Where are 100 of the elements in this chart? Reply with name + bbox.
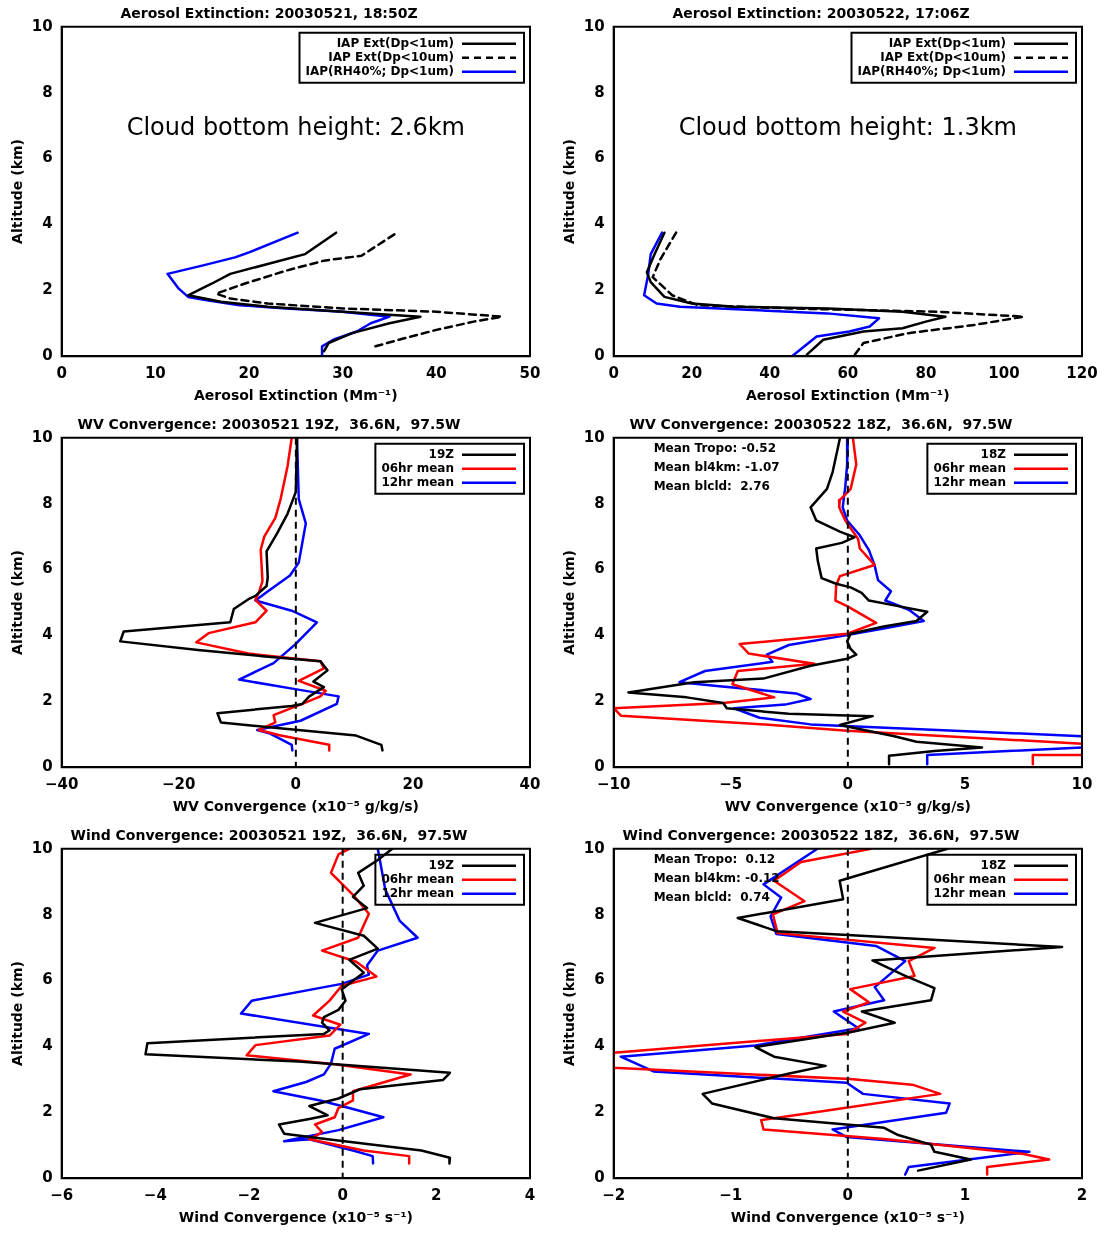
y-tick-label: 6 [42,148,53,167]
y-axis-title: Altitude (km) [561,961,578,1066]
legend-label: 18Z [980,857,1007,872]
y-tick-label: 2 [42,691,53,710]
y-tick-label: 8 [594,904,605,923]
y-tick-label: 6 [594,148,605,167]
annotation: Cloud bottom height: 1.3km [678,113,1017,142]
y-tick-label: 10 [31,427,53,446]
chart-title: WV Convergence: 20030522 18Z, 36.6N, 97.5W [629,416,1013,433]
x-tick-label: 40 [519,775,541,794]
x-tick-label: −2 [237,1186,261,1205]
y-tick-label: 6 [594,559,605,578]
y-tick-label: 4 [42,214,53,233]
legend-label: 06hr mean [933,460,1006,475]
x-tick-label: 10 [144,364,166,383]
y-tick-label: 2 [42,1102,53,1121]
legend-label: IAP Ext(Dp<10um) [880,49,1006,64]
y-tick-label: 10 [583,838,605,857]
y-tick-label: 10 [583,16,605,35]
y-tick-label: 2 [594,1102,605,1121]
x-tick-label: −10 [596,775,631,794]
x-tick-label: 0 [337,1186,348,1205]
legend-label: 18Z [980,446,1007,461]
x-tick-label: 0 [842,1186,854,1205]
x-tick-label: 100 [988,364,1020,383]
legend-label: 12hr mean [933,474,1006,489]
legend-label: 19Z [428,857,455,872]
y-tick-label: 10 [583,427,605,446]
x-axis-title: Aerosol Extinction (Mm⁻¹) [746,387,950,404]
x-axis-title: Aerosol Extinction (Mm⁻¹) [194,387,398,404]
x-tick-label: 80 [915,364,937,383]
x-tick-label: 40 [759,364,781,383]
y-tick-label: 0 [594,757,605,776]
x-tick-label: 50 [519,364,541,383]
y-tick-label: 4 [594,1036,605,1055]
annotation: Mean Tropo: 0.12 [653,851,776,866]
y-tick-label: 2 [42,280,53,299]
y-tick-label: 8 [42,82,53,101]
x-tick-label: −1 [719,1186,743,1205]
legend-label: IAP Ext(Dp<1um) [336,35,454,50]
annotation: Mean blcld: 0.74 [653,889,770,904]
y-tick-label: 0 [42,346,53,365]
x-tick-label: 20 [681,364,703,383]
x-tick-label: 60 [837,364,859,383]
y-tick-label: 0 [594,1168,605,1187]
y-tick-label: 2 [594,280,605,299]
x-tick-label: 30 [332,364,354,383]
x-tick-label: 2 [431,1186,442,1205]
legend-label: IAP Ext(Dp<1um) [888,35,1006,50]
y-tick-label: 8 [42,904,53,923]
annotation: Mean Tropo: -0.52 [653,440,776,455]
x-tick-label: −20 [162,775,196,794]
y-tick-label: 6 [42,970,53,989]
y-axis-title: Altitude (km) [9,961,26,1066]
annotation: Mean bl4km: -1.07 [653,459,780,474]
chart-title: Aerosol Extinction: 20030522, 17:06Z [672,5,970,22]
y-axis-title: Altitude (km) [561,139,578,244]
chart-title: Wind Convergence: 20030521 19Z, 36.6N, 97.5W [70,827,468,844]
x-axis-title: Wind Convergence (x10⁻⁵ s⁻¹) [730,1209,965,1226]
x-tick-label: −40 [44,775,79,794]
legend-label: 12hr mean [933,885,1006,900]
chart-title: WV Convergence: 20030521 19Z, 36.6N, 97.5W [77,416,461,433]
legend-label: 06hr mean [933,871,1006,886]
x-axis-title: WV Convergence (x10⁻⁵ g/kg/s) [172,798,419,815]
x-tick-label: 0 [290,775,302,794]
legend-label: IAP Ext(Dp<10um) [328,49,454,64]
x-tick-label: 0 [608,364,619,383]
x-tick-label: 10 [1071,775,1093,794]
y-tick-label: 6 [594,970,605,989]
x-tick-label: 4 [524,1186,536,1205]
y-tick-label: 6 [42,559,53,578]
y-tick-label: 0 [594,346,605,365]
x-tick-label: −4 [143,1186,167,1205]
x-tick-label: 20 [402,775,424,794]
y-axis-title: Altitude (km) [9,550,26,655]
legend-label: 12hr mean [381,474,454,489]
y-tick-label: 0 [42,1168,53,1187]
y-tick-label: 4 [42,1036,53,1055]
x-axis-title: WV Convergence (x10⁻⁵ g/kg/s) [724,798,971,815]
y-tick-label: 10 [31,16,53,35]
x-tick-label: 1 [959,1186,971,1205]
y-tick-label: 4 [594,625,605,644]
y-tick-label: 8 [594,82,605,101]
x-tick-label: −5 [719,775,743,794]
x-axis-title: Wind Convergence (x10⁻⁵ s⁻¹) [178,1209,413,1226]
y-axis-title: Altitude (km) [561,550,578,655]
legend-label: 19Z [428,446,455,461]
y-axis-title: Altitude (km) [9,139,26,244]
x-tick-label: 120 [1066,364,1098,383]
annotation: Cloud bottom height: 2.6km [126,113,465,142]
y-tick-label: 0 [42,757,53,776]
y-tick-label: 4 [594,214,605,233]
legend-label: IAP(RH40%; Dp<1um) [305,63,454,78]
x-tick-label: 20 [238,364,260,383]
x-tick-label: 0 [56,364,67,383]
annotation: Mean blcld: 2.76 [653,478,770,493]
y-tick-label: 8 [42,493,53,512]
y-tick-label: 4 [42,625,53,644]
x-tick-label: −6 [50,1186,74,1205]
y-tick-label: 2 [594,691,605,710]
